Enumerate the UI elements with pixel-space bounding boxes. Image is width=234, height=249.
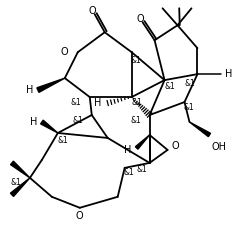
Polygon shape: [11, 178, 30, 196]
Polygon shape: [190, 122, 211, 137]
Text: &1: &1: [70, 98, 81, 107]
Text: &1: &1: [183, 103, 194, 112]
Text: &1: &1: [72, 116, 83, 124]
Polygon shape: [135, 135, 150, 149]
Text: &1: &1: [130, 56, 141, 65]
Text: O: O: [137, 14, 144, 24]
Text: &1: &1: [164, 82, 175, 91]
Text: &1: &1: [123, 168, 134, 177]
Text: &1: &1: [131, 98, 142, 107]
Text: O: O: [76, 211, 84, 221]
Polygon shape: [41, 120, 58, 133]
Text: &1: &1: [130, 116, 141, 124]
Text: O: O: [89, 6, 97, 16]
Text: H: H: [225, 69, 233, 79]
Polygon shape: [37, 78, 65, 92]
Text: &1: &1: [11, 178, 21, 187]
Text: &1: &1: [58, 136, 68, 145]
Text: H: H: [124, 145, 132, 155]
Text: O: O: [172, 141, 179, 151]
Text: &1: &1: [184, 79, 195, 88]
Text: &1: &1: [136, 165, 147, 174]
Text: H: H: [94, 98, 102, 108]
Text: OH: OH: [212, 142, 227, 152]
Polygon shape: [11, 161, 30, 178]
Text: H: H: [29, 117, 37, 127]
Text: O: O: [60, 47, 68, 57]
Text: H: H: [26, 85, 33, 95]
